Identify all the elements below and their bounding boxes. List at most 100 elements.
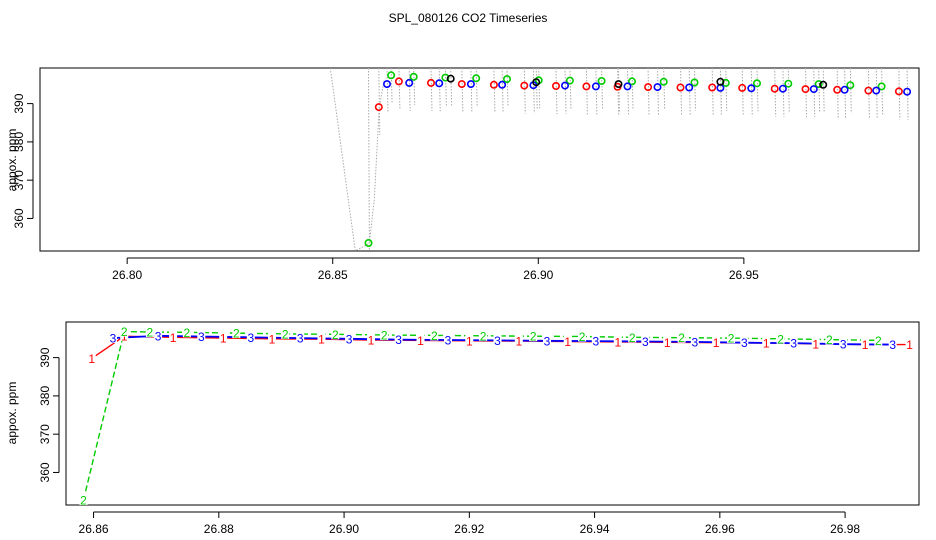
top-trace-segment xyxy=(818,68,821,113)
bottom-point-label-series-3: 3 xyxy=(247,331,254,345)
bottom-y-tick-label: 380 xyxy=(38,386,52,406)
top-point-series-2 xyxy=(877,82,886,91)
top-point-series-1 xyxy=(770,84,779,93)
bottom-point-label-series-3: 3 xyxy=(445,334,452,348)
bottom-line-series-3 xyxy=(112,334,893,346)
bottom-y-axis: 360 370 380 390 xyxy=(38,347,60,482)
bottom-label-background xyxy=(444,334,452,345)
bottom-point-label-series-2: 2 xyxy=(80,494,87,508)
top-point-series-3 xyxy=(840,85,849,94)
bottom-point-label-series-1: 1 xyxy=(812,337,819,351)
bottom-label-background xyxy=(246,331,255,343)
top-point-series-3 xyxy=(591,82,600,91)
top-point-series-3 xyxy=(623,82,632,91)
top-point-series-2 xyxy=(721,78,730,87)
bottom-point-label-series-1: 1 xyxy=(515,335,522,349)
top-point-series-2 xyxy=(565,76,574,85)
top-panel-scatter-chart: 26.80 26.85 26.90 26.95 360 370 380 390 appox.… xyxy=(5,67,920,282)
bottom-label-background xyxy=(776,332,785,344)
top-point-series-3 xyxy=(405,78,414,87)
bottom-label-background xyxy=(905,338,914,350)
bottom-point-label-series-1: 1 xyxy=(417,334,424,348)
bottom-label-background xyxy=(79,494,88,505)
bottom-label-background xyxy=(663,336,672,348)
top-point-series-1 xyxy=(374,103,383,112)
bottom-y-tick-label: 370 xyxy=(38,424,52,444)
top-point-series-1 xyxy=(738,83,747,92)
top-point-series-2 xyxy=(752,79,761,88)
bottom-point-label-series-1: 1 xyxy=(862,338,869,352)
bottom-label-background xyxy=(380,329,389,340)
top-point-series-1 xyxy=(708,83,717,92)
bottom-y-tick-label: 390 xyxy=(38,347,52,367)
bottom-x-tick-label: 26.96 xyxy=(705,522,735,536)
bottom-point-label-series-2: 2 xyxy=(777,332,784,346)
bottom-point-label-series-2: 2 xyxy=(184,326,191,340)
bottom-label-background xyxy=(613,335,622,347)
bottom-panel-plot-frame xyxy=(65,321,920,506)
top-trace-segment xyxy=(694,68,697,111)
bottom-label-background xyxy=(712,336,721,348)
bottom-x-tick-label: 26.94 xyxy=(580,522,610,536)
top-trace-segment xyxy=(475,68,478,107)
top-trace-segment xyxy=(461,68,464,113)
bottom-label-background xyxy=(416,334,425,346)
top-point-series-extra xyxy=(614,80,623,89)
top-point-series-2 xyxy=(784,79,793,88)
top-point-series-3 xyxy=(466,80,475,89)
bottom-point-label-series-1: 1 xyxy=(88,352,95,366)
top-trace-segment xyxy=(595,68,598,115)
top-x-tick-label: 26.80 xyxy=(112,268,142,282)
bottom-label-background xyxy=(493,334,502,346)
bottom-label-background xyxy=(888,338,897,350)
bottom-point-label-series-2: 2 xyxy=(826,333,833,347)
bottom-point-label-series-1: 1 xyxy=(121,330,128,344)
top-point-series-1 xyxy=(644,83,653,92)
top-trace-segment xyxy=(719,68,722,110)
top-trace-segment xyxy=(881,68,884,115)
top-y-tick-label: 370 xyxy=(12,170,26,190)
bottom-label-background xyxy=(861,338,870,350)
top-point-series-extra xyxy=(532,78,541,87)
bottom-point-label-series-2: 2 xyxy=(381,329,388,343)
bottom-label-background xyxy=(268,332,276,344)
bottom-label-background xyxy=(169,331,178,343)
bottom-label-background xyxy=(109,332,117,344)
top-point-series-1 xyxy=(676,83,685,92)
top-point-series-2 xyxy=(502,75,511,84)
top-y-tick-label: 360 xyxy=(12,208,26,228)
bottom-label-background xyxy=(628,331,637,343)
top-point-series-1 xyxy=(894,87,903,96)
top-trace-segment xyxy=(532,68,535,114)
bottom-label-background xyxy=(789,337,798,349)
top-point-series-1 xyxy=(426,78,435,87)
bottom-point-label-series-2: 2 xyxy=(233,327,240,341)
top-trace-segment xyxy=(657,68,660,116)
bottom-label-background xyxy=(465,334,474,346)
top-point-series-1 xyxy=(801,85,810,94)
top-y-tick-label: 380 xyxy=(12,132,26,152)
bottom-label-background xyxy=(479,329,488,341)
top-trace-segment xyxy=(564,68,567,114)
top-trace-segment xyxy=(680,68,683,116)
bottom-point-label-series-2: 2 xyxy=(480,329,487,343)
top-trace-segment xyxy=(725,68,728,111)
top-trace-segment xyxy=(663,68,666,110)
top-trace-segment xyxy=(756,68,759,112)
bottom-label-background xyxy=(740,336,749,348)
bottom-point-label-series-2: 2 xyxy=(431,329,438,343)
bottom-label-background xyxy=(677,331,686,343)
bottom-series-labels: 11 1 1 1 1 1 1 1 1 1 1 1 1 1 1 1 122 2 2 2 2 2 2 2 2 2 2 2 2 2 2 2 23 3 3 3… xyxy=(79,325,914,508)
bottom-point-label-series-2: 2 xyxy=(332,328,339,342)
bottom-label-background xyxy=(690,335,699,347)
bottom-label-background xyxy=(874,334,883,346)
top-y-tick-label: 390 xyxy=(12,93,26,113)
bottom-label-background xyxy=(578,330,587,342)
top-trace-segment xyxy=(822,68,825,113)
bottom-series-lines xyxy=(82,330,910,501)
top-point-series-3 xyxy=(435,79,444,88)
top-trace-segment xyxy=(430,68,433,111)
top-point-series-2 xyxy=(364,239,373,248)
bottom-point-label-series-1: 1 xyxy=(170,331,177,345)
top-point-series-extra xyxy=(446,74,455,83)
